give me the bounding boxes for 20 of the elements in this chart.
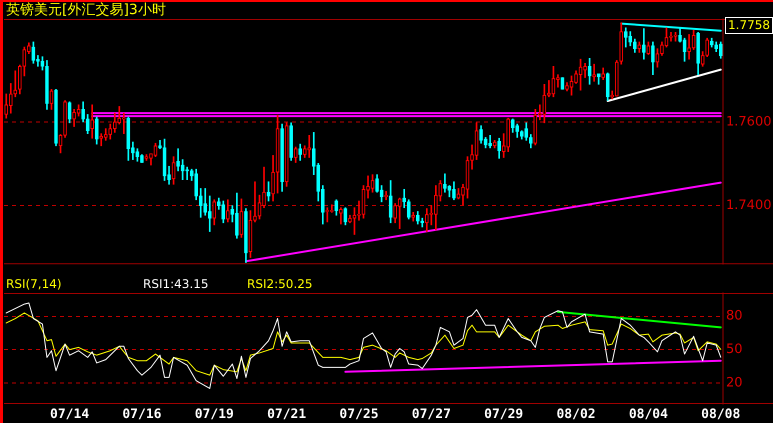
x-tick-label: 08/08 <box>701 407 740 422</box>
y-tick-label: 1.7400 <box>726 198 772 213</box>
y-tick-label: 20 <box>726 375 743 390</box>
x-tick-label: 07/16 <box>122 407 162 422</box>
x-tick-label: 07/14 <box>50 407 90 422</box>
chart-title: RSI(7,14) <box>6 277 63 291</box>
y-tick-label: 80 <box>726 308 743 324</box>
x-tick-label: 08/02 <box>556 407 596 422</box>
chart-title: 英镑美元[外汇交易]3小时 <box>6 0 166 18</box>
x-tick-label: 07/19 <box>194 407 234 422</box>
y-tick-label: 50 <box>726 342 743 357</box>
x-tick-label: 07/21 <box>267 407 306 422</box>
text: 1.7758 <box>725 17 773 34</box>
x-tick-label: 07/25 <box>339 407 379 422</box>
text: RSI2:50.25 <box>247 277 314 291</box>
text: RSI1:43.15 <box>143 277 210 291</box>
x-tick-label: 07/27 <box>412 407 451 422</box>
x-tick-label: 07/29 <box>484 407 524 422</box>
y-tick-label: 1.7600 <box>726 114 772 130</box>
x-tick-label: 08/04 <box>628 407 668 422</box>
